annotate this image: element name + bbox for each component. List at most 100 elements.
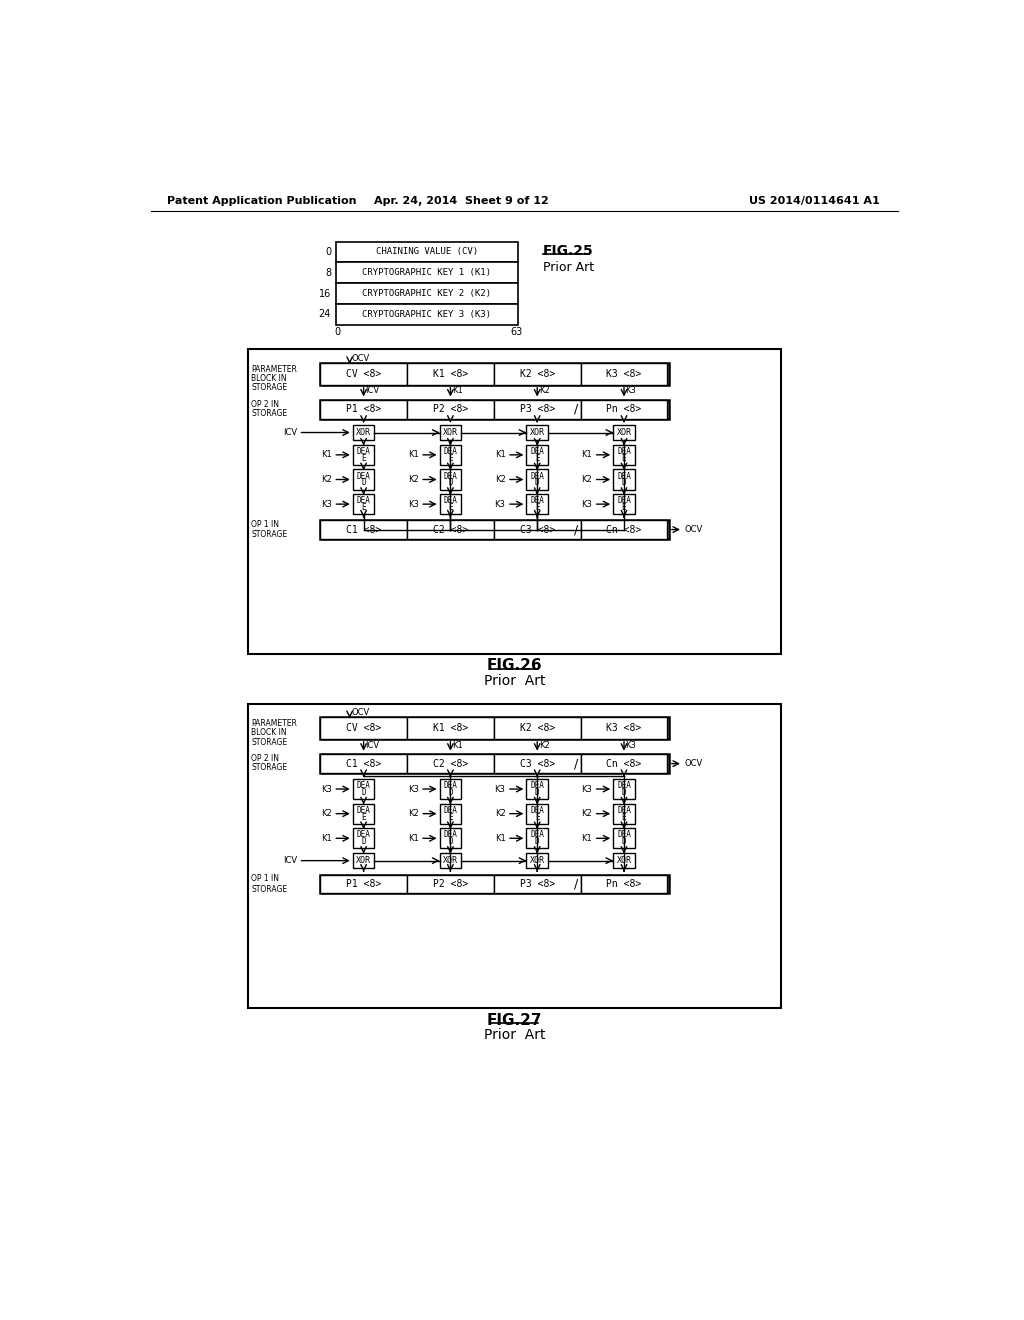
Bar (581, 755, 668, 774)
Bar (352, 829, 375, 849)
Text: DEA: DEA (443, 805, 458, 814)
Bar (581, 363, 668, 385)
Text: Prior Art: Prior Art (543, 261, 594, 275)
Text: K3: K3 (626, 387, 637, 396)
Bar (407, 874, 494, 892)
Text: OCV: OCV (352, 354, 371, 363)
Text: E: E (622, 503, 627, 512)
Text: C2 <8>: C2 <8> (433, 759, 468, 768)
Text: K2: K2 (582, 475, 592, 484)
Bar (439, 494, 461, 515)
Bar (336, 304, 518, 325)
Text: P2 <8>: P2 <8> (433, 404, 468, 414)
Bar (321, 755, 669, 774)
Text: XOR: XOR (356, 428, 371, 437)
Bar (581, 520, 668, 539)
Text: CV <8>: CV <8> (346, 370, 381, 379)
Text: E: E (622, 454, 627, 463)
Text: K1: K1 (408, 834, 419, 842)
Text: XOR: XOR (356, 857, 371, 865)
Text: C2 <8>: C2 <8> (433, 524, 468, 535)
Text: CV <8>: CV <8> (346, 723, 381, 733)
Text: 24: 24 (318, 309, 331, 319)
Text: DEA: DEA (443, 471, 458, 480)
Text: ICV: ICV (366, 387, 379, 396)
Text: E: E (622, 813, 627, 821)
Text: E: E (535, 454, 540, 463)
Text: K3: K3 (626, 741, 637, 750)
Text: BLOCK IN: BLOCK IN (251, 374, 287, 383)
Text: DEA: DEA (530, 781, 544, 791)
Text: XOR: XOR (443, 857, 458, 865)
Text: C1 <8>: C1 <8> (346, 524, 381, 535)
Text: K2 <8>: K2 <8> (519, 370, 555, 379)
Bar (407, 400, 494, 418)
Bar (494, 363, 581, 385)
Text: BLOCK IN: BLOCK IN (251, 729, 287, 738)
Text: PARAMETER: PARAMETER (251, 719, 297, 729)
Text: DEA: DEA (443, 830, 458, 840)
Text: DEA: DEA (617, 471, 631, 480)
Text: STORAGE: STORAGE (251, 763, 288, 772)
Text: K1: K1 (582, 834, 592, 842)
Bar (352, 445, 375, 465)
Bar (352, 425, 375, 441)
Bar (526, 804, 548, 824)
Bar (352, 779, 375, 799)
Text: P1 <8>: P1 <8> (346, 404, 381, 414)
Bar (407, 520, 494, 539)
Text: K2: K2 (539, 741, 550, 750)
Text: K1: K1 (495, 450, 506, 459)
Bar (321, 363, 407, 385)
Bar (321, 874, 669, 892)
Text: D: D (622, 788, 627, 797)
Bar (494, 400, 581, 418)
Text: K3: K3 (582, 784, 592, 793)
Bar (352, 494, 375, 515)
Bar (321, 755, 407, 774)
Text: XOR: XOR (616, 857, 632, 865)
Text: D: D (622, 478, 627, 487)
Text: STORAGE: STORAGE (251, 409, 288, 417)
Bar (321, 520, 407, 539)
Bar (439, 779, 461, 799)
Text: DEA: DEA (617, 805, 631, 814)
Bar (526, 470, 548, 490)
Text: XOR: XOR (616, 428, 632, 437)
Text: STORAGE: STORAGE (251, 531, 288, 540)
Text: FIG.25: FIG.25 (543, 244, 593, 257)
Text: P3 <8>: P3 <8> (519, 879, 555, 888)
Text: DEA: DEA (530, 805, 544, 814)
Text: K3: K3 (495, 500, 506, 508)
Text: K2: K2 (495, 475, 506, 484)
Text: D: D (535, 788, 540, 797)
Text: /: / (573, 403, 579, 416)
Bar (526, 853, 548, 869)
Text: DEA: DEA (530, 471, 544, 480)
Text: K3: K3 (408, 784, 419, 793)
Text: D: D (622, 837, 627, 846)
Text: XOR: XOR (529, 857, 545, 865)
Text: DEA: DEA (356, 496, 371, 506)
Bar (336, 263, 518, 284)
Bar (494, 874, 581, 892)
Text: ICV: ICV (283, 857, 297, 865)
Text: 0: 0 (334, 327, 340, 338)
Text: PARAMETER: PARAMETER (251, 364, 297, 374)
Text: E: E (535, 813, 540, 821)
Text: K1: K1 (582, 450, 592, 459)
Bar (613, 853, 635, 869)
Text: C3 <8>: C3 <8> (519, 524, 555, 535)
Bar (321, 400, 407, 418)
Bar (336, 284, 518, 304)
Text: K2: K2 (408, 809, 419, 818)
Bar (526, 829, 548, 849)
Text: E: E (361, 454, 366, 463)
Bar (439, 804, 461, 824)
Text: OP 1 IN: OP 1 IN (251, 520, 280, 528)
Text: CHAINING VALUE (CV): CHAINING VALUE (CV) (376, 247, 478, 256)
Text: D: D (535, 478, 540, 487)
Text: DEA: DEA (443, 447, 458, 455)
Text: Prior  Art: Prior Art (484, 675, 546, 688)
Text: K1: K1 (322, 450, 332, 459)
